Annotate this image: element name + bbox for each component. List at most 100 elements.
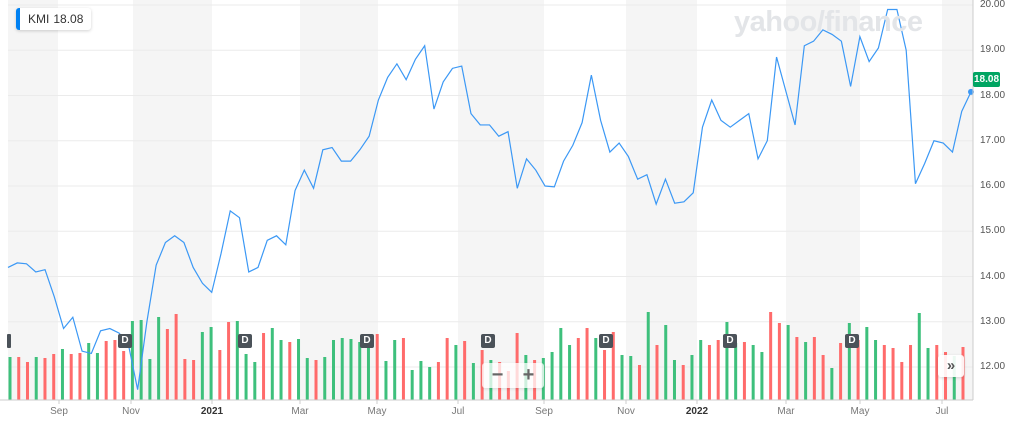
x-tick-label: Jul xyxy=(935,406,949,417)
volume-bar xyxy=(594,338,598,400)
x-tick-label: May xyxy=(367,406,387,417)
x-tick-label: Nov xyxy=(617,406,635,417)
volume-bar xyxy=(690,355,694,400)
last-price-tag: 18.08 xyxy=(973,72,1000,87)
volume-bar xyxy=(891,348,895,400)
x-tick-label: Sep xyxy=(535,406,553,417)
volume-bar xyxy=(812,337,816,400)
volume-bar xyxy=(297,339,301,400)
y-tick-label: 13.00 xyxy=(980,315,1006,327)
ticker-symbol: KMI xyxy=(28,12,50,26)
volume-bar xyxy=(349,339,353,400)
volume-bar xyxy=(900,362,904,400)
dividend-marker[interactable]: D xyxy=(238,334,252,348)
x-tick-label: May xyxy=(850,406,870,417)
volume-bar xyxy=(611,332,615,400)
x-tick-label: Nov xyxy=(122,406,140,417)
zoom-controls: − + xyxy=(482,363,544,388)
volume-bar xyxy=(856,340,860,400)
volume-bar xyxy=(148,359,152,400)
ticker-legend[interactable]: KMI 18.08 xyxy=(16,8,92,30)
volume-bar xyxy=(244,354,248,400)
price-line xyxy=(7,8,972,390)
volume-bar xyxy=(638,365,642,400)
dividend-marker[interactable]: D xyxy=(599,334,613,348)
dividend-marker[interactable]: D xyxy=(481,334,495,348)
volume-bar xyxy=(122,351,126,400)
volume-bar xyxy=(104,341,108,400)
volume-bar xyxy=(620,355,624,400)
volume-bar xyxy=(742,342,746,400)
volume-bar xyxy=(629,356,633,400)
volume-bar xyxy=(192,360,196,400)
volume-bar xyxy=(25,362,29,400)
volume-bar xyxy=(952,356,956,400)
volume-bar xyxy=(804,342,808,400)
volume-bar xyxy=(270,328,274,400)
volume-bar xyxy=(87,343,91,400)
volume-bar xyxy=(463,341,467,400)
dividend-marker[interactable]: D xyxy=(723,334,737,348)
volume-bar xyxy=(926,348,930,400)
x-tick-label: 2022 xyxy=(685,406,709,417)
volume-bar xyxy=(777,323,781,400)
dividend-marker[interactable]: D xyxy=(845,334,859,348)
event-marker-edge[interactable] xyxy=(7,334,11,348)
volume-bar xyxy=(559,328,563,400)
volume-bar xyxy=(882,345,886,400)
volume-bar xyxy=(707,345,711,400)
volume-bar xyxy=(917,313,921,400)
y-tick-label: 12.00 xyxy=(980,361,1006,372)
volume-bar xyxy=(17,357,21,400)
month-band xyxy=(133,0,212,400)
volume-bar xyxy=(34,357,38,400)
volume-bar xyxy=(183,359,187,400)
volume-bar xyxy=(253,362,257,400)
volume-bar xyxy=(43,358,47,400)
volume-bar xyxy=(568,345,572,400)
volume-bar xyxy=(865,327,869,400)
month-bands xyxy=(8,0,973,400)
volume-bar xyxy=(655,345,659,400)
volume-bar xyxy=(227,322,231,400)
dividend-marker[interactable]: D xyxy=(360,334,374,348)
volume-bar xyxy=(664,325,668,400)
volume-bar xyxy=(174,314,178,400)
month-band xyxy=(8,0,58,400)
volume-bar xyxy=(725,322,729,400)
x-tick-label: 2021 xyxy=(200,406,224,417)
volume-bar xyxy=(795,337,799,400)
volume-bar xyxy=(331,340,335,400)
volume-bar xyxy=(165,329,169,400)
volume-bar xyxy=(830,368,834,400)
volume-bar xyxy=(384,361,388,400)
y-tick-label: 20.00 xyxy=(980,0,1006,10)
volume-bar xyxy=(401,338,405,400)
scroll-right-button[interactable]: » xyxy=(938,355,964,377)
volume-bar xyxy=(113,340,117,400)
volume-bar xyxy=(279,340,283,400)
volume-bar xyxy=(445,338,449,400)
volume-bar xyxy=(410,370,414,400)
month-band xyxy=(786,0,860,400)
y-tick-label: 17.00 xyxy=(980,134,1006,146)
x-tick-label: Mar xyxy=(777,406,795,417)
volume-bar xyxy=(646,312,650,400)
volume-bar xyxy=(769,312,773,400)
volume-bar xyxy=(358,342,362,400)
volume-bar xyxy=(366,347,370,400)
month-band xyxy=(300,0,378,400)
volume-bar xyxy=(585,328,589,400)
volume-bar xyxy=(375,334,379,400)
dividend-marker[interactable]: D xyxy=(118,334,132,348)
volume-bar xyxy=(734,343,738,400)
zoom-out-button[interactable]: − xyxy=(491,364,504,386)
y-tick-label: 15.00 xyxy=(980,225,1006,237)
volume-bar xyxy=(60,349,64,400)
x-tick-label: Sep xyxy=(50,406,68,417)
zoom-in-button[interactable]: + xyxy=(522,364,535,386)
volume-bar xyxy=(305,358,309,400)
volume-bar xyxy=(935,345,939,400)
month-band xyxy=(458,0,544,400)
